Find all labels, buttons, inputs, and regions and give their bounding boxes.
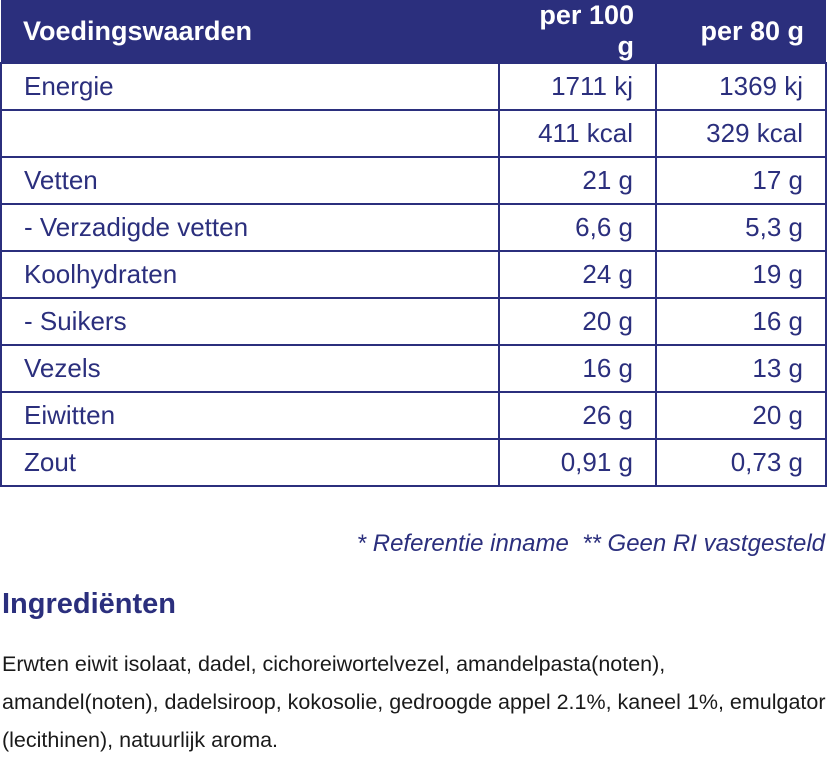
table-cell: 329 kcal [655, 109, 827, 158]
table-cell: 0,91 g [498, 438, 657, 487]
table-cell: 13 g [655, 344, 827, 393]
table-cell: 20 g [655, 391, 827, 440]
table-cell: - Suikers [0, 297, 500, 346]
footnote: * Referentie inname ** Geen RI vastgeste… [356, 530, 825, 557]
table-row: Koolhydraten 24 g 19 g [0, 250, 827, 299]
table-cell: 16 g [498, 344, 657, 393]
table-cell: Energie [0, 62, 500, 111]
table-row: - Verzadigde vetten 6,6 g 5,3 g [0, 203, 827, 252]
nutrition-table: Voedingswaarden per 100 g per 80 g Energie… [0, 0, 827, 487]
table-row: Vetten 21 g 17 g [0, 156, 827, 205]
table-cell: 19 g [655, 250, 827, 299]
table-cell: 17 g [655, 156, 827, 205]
table-row: 411 kcal 329 kcal [0, 109, 827, 158]
table-row: - Suikers 20 g 16 g [0, 297, 827, 346]
table-cell: 5,3 g [655, 203, 827, 252]
table-cell: - Verzadigde vetten [0, 203, 500, 252]
header-cell: per 80 g [656, 0, 826, 63]
header-cell: Voedingswaarden [1, 0, 499, 63]
table-cell: Vetten [0, 156, 500, 205]
table-cell: 1369 kj [655, 62, 827, 111]
table-cell: Vezels [0, 344, 500, 393]
table-cell: 16 g [655, 297, 827, 346]
table-cell [0, 109, 500, 158]
table-cell: Eiwitten [0, 391, 500, 440]
table-cell: Koolhydraten [0, 250, 500, 299]
table-cell: 0,73 g [655, 438, 827, 487]
header-cell: per 100 g [499, 0, 656, 63]
table-cell: 24 g [498, 250, 657, 299]
table-cell: Zout [0, 438, 500, 487]
table-cell: 6,6 g [498, 203, 657, 252]
header-row: Voedingswaarden per 100 g per 80 g [1, 0, 826, 63]
table-row: Eiwitten 26 g 20 g [0, 391, 827, 440]
table-cell: 1711 kj [498, 62, 657, 111]
ingredients-text: Erwten eiwit isolaat, dadel, cichoreiwor… [2, 652, 826, 752]
table-cell: 411 kcal [498, 109, 657, 158]
table-cell: 21 g [498, 156, 657, 205]
ingredients-title: Ingrediënten [2, 588, 177, 620]
table-row: Zout 0,91 g 0,73 g [0, 438, 827, 487]
table-row: Energie 1711 kj 1369 kj [0, 62, 827, 111]
table-cell: 26 g [498, 391, 657, 440]
table-cell: 20 g [498, 297, 657, 346]
table-row: Vezels 16 g 13 g [0, 344, 827, 393]
